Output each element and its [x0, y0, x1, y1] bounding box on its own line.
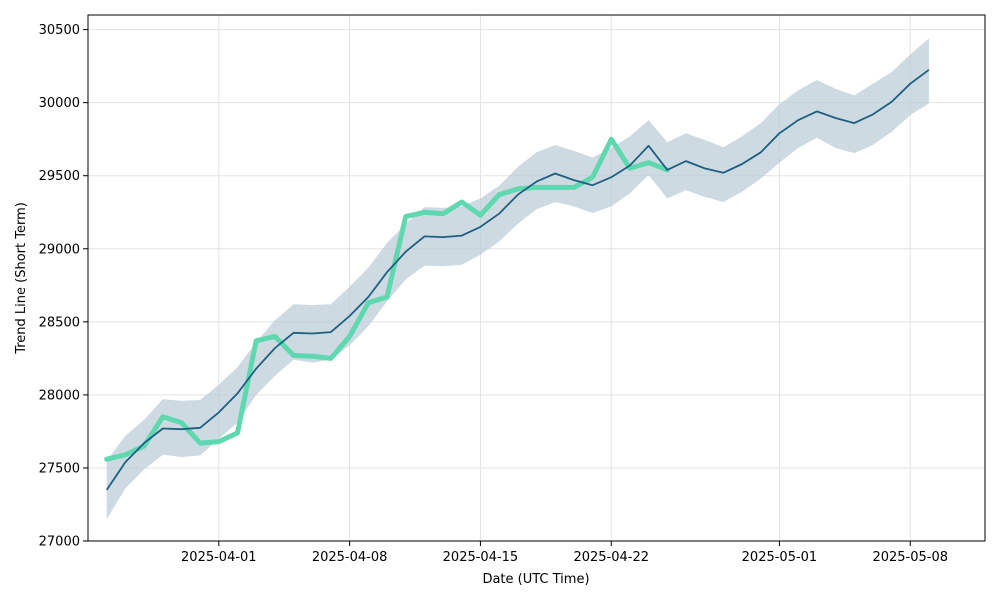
- actual-series-line: [104, 136, 670, 462]
- x-tick-label: 2025-05-01: [742, 550, 818, 565]
- y-tick-label: 27000: [39, 535, 80, 550]
- x-tick-label: 2025-04-15: [443, 550, 519, 565]
- y-tick-label: 29000: [39, 242, 80, 257]
- y-tick-label: 28000: [39, 388, 80, 403]
- y-tick-label: 29500: [39, 169, 80, 184]
- x-tick-label: 2025-05-08: [872, 550, 948, 565]
- y-axis-label: Trend Line (Short Term): [14, 202, 29, 355]
- grid: [88, 15, 985, 542]
- x-axis-ticks: 2025-04-01 2025-04-08 2025-04-15 2025-04-22…: [181, 541, 948, 565]
- y-tick-label: 30500: [39, 23, 80, 38]
- x-tick-label: 2025-04-08: [312, 550, 388, 565]
- trend-series-line: [105, 69, 930, 491]
- y-tick-label: 27500: [39, 461, 80, 476]
- y-tick-label: 30000: [39, 96, 80, 111]
- x-axis-label: Date (UTC Time): [482, 572, 589, 587]
- plot-frame: [87, 14, 986, 542]
- y-tick-label: 28500: [39, 315, 80, 330]
- confidence-band: [106, 38, 929, 520]
- x-tick-label: 2025-04-22: [573, 550, 649, 565]
- y-axis-ticks: 27000 27500 28000 28500 29000 29500 30000 30500: [39, 23, 88, 550]
- x-tick-label: 2025-04-01: [181, 550, 257, 565]
